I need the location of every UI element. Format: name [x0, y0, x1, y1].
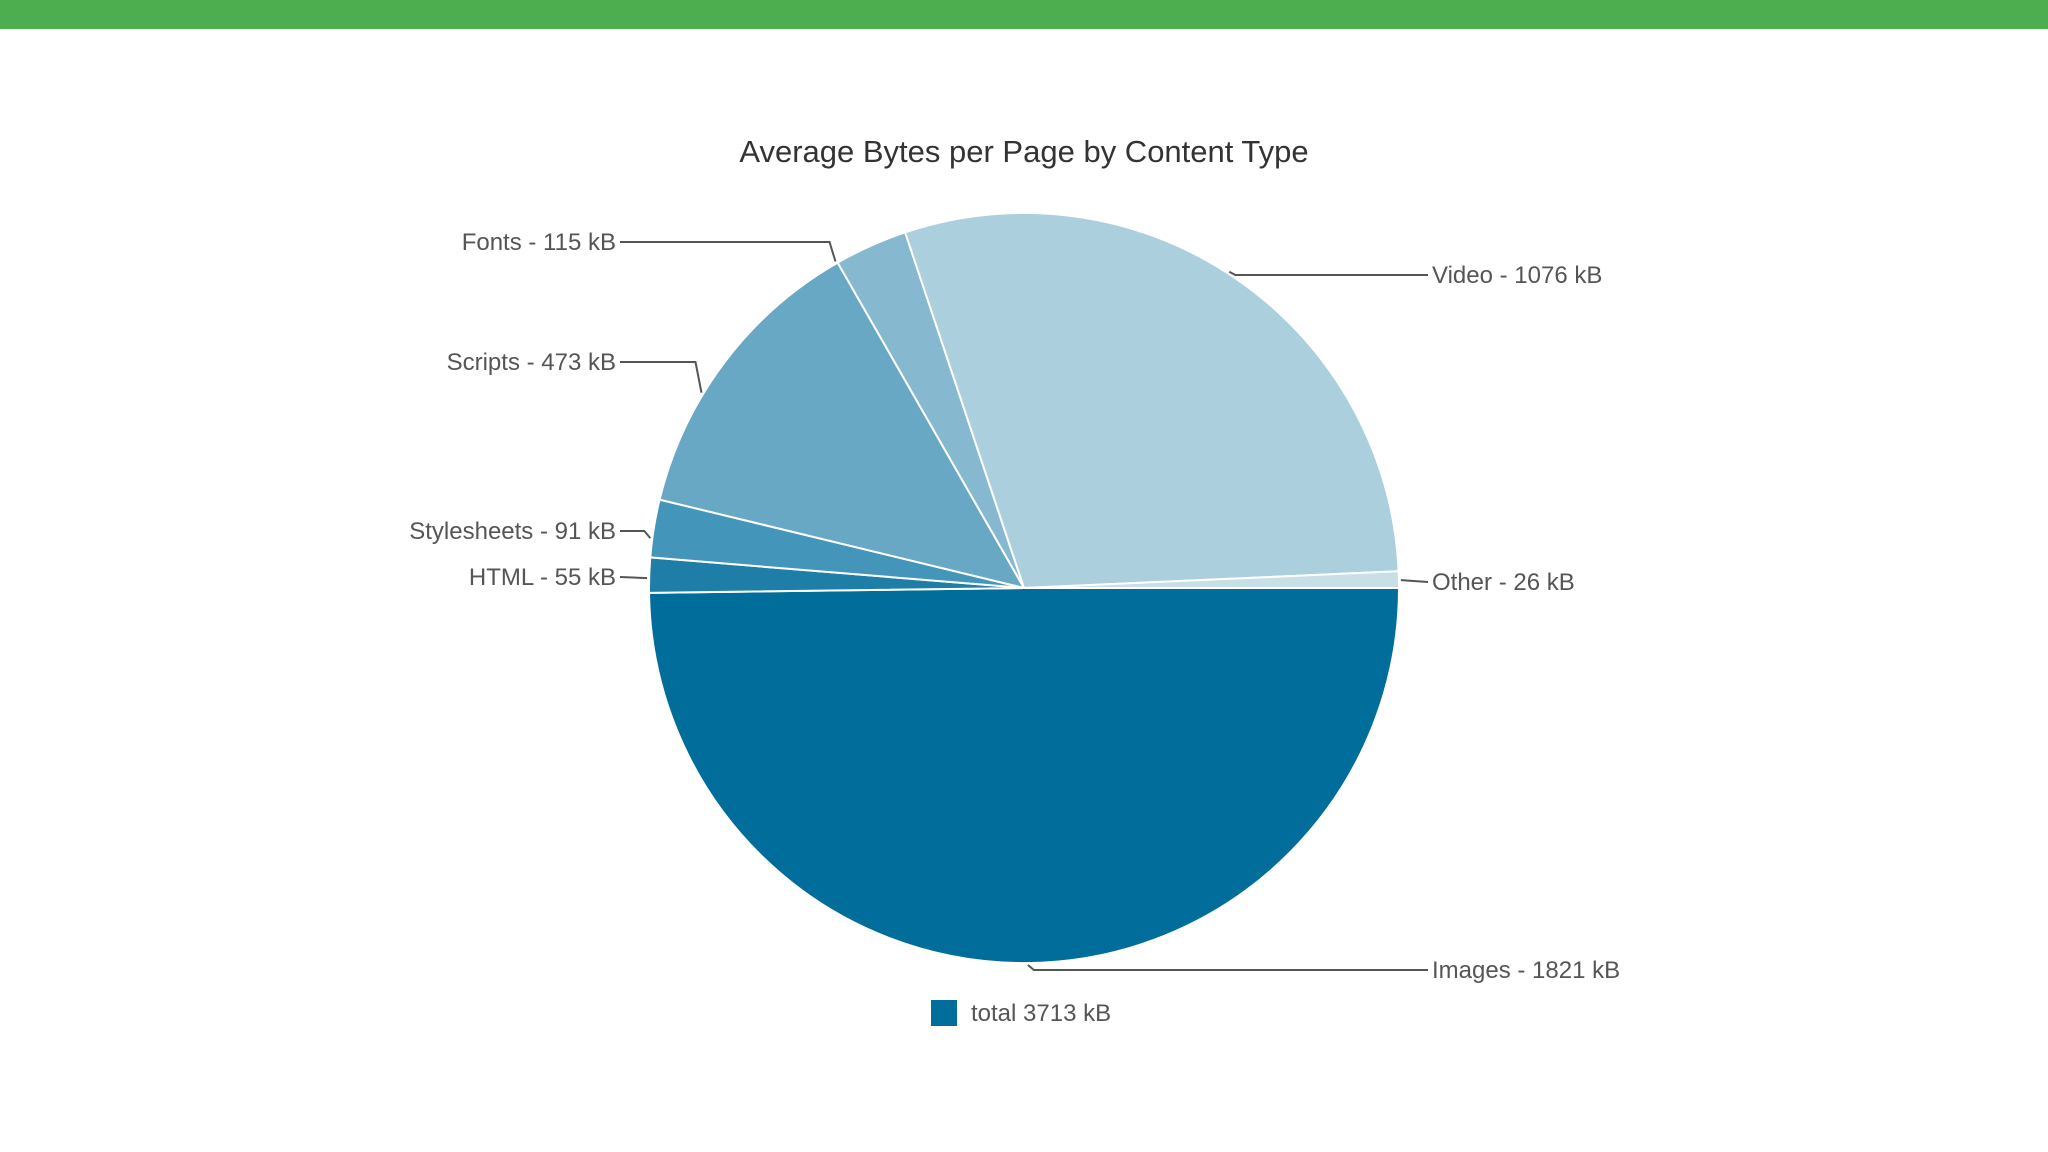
- slice-label-stylesheets: Stylesheets - 91 kB: [409, 518, 616, 545]
- chart-title: Average Bytes per Page by Content Type: [739, 134, 1308, 169]
- slice-label-html: HTML - 55 kB: [469, 564, 616, 591]
- slice-label-other: Other - 26 kB: [1432, 569, 1575, 596]
- connector-html: [619, 576, 648, 580]
- slice-label-video: Video - 1076 kB: [1432, 262, 1602, 289]
- connector-images: [1027, 964, 1428, 971]
- pie-slice-other[interactable]: [1023, 570, 1401, 589]
- legend[interactable]: total 3713 kB: [931, 1000, 1111, 1027]
- pie-slice-images[interactable]: [648, 587, 1400, 965]
- legend-swatch[interactable]: [931, 1000, 957, 1026]
- connector-fonts: [620, 241, 837, 262]
- connector-video: [1228, 270, 1428, 276]
- connector-stylesheets: [620, 530, 652, 539]
- pie-slices: [648, 212, 1401, 965]
- label-connectors: [619, 241, 1429, 971]
- top-accent-bar: [0, 0, 2048, 29]
- slice-label-fonts: Fonts - 115 kB: [462, 229, 616, 256]
- slice-label-scripts: Scripts - 473 kB: [447, 349, 616, 376]
- pie-slice-video[interactable]: [904, 212, 1400, 589]
- connector-other: [1400, 579, 1429, 583]
- connector-scripts: [620, 361, 703, 393]
- slice-labels: Images - 1821 kB HTML - 55 kB Stylesheets …: [409, 229, 1620, 984]
- pie-slice-scripts[interactable]: [658, 261, 1025, 589]
- slice-label-images: Images - 1821 kB: [1432, 957, 1620, 984]
- legend-label[interactable]: total 3713 kB: [971, 1000, 1111, 1027]
